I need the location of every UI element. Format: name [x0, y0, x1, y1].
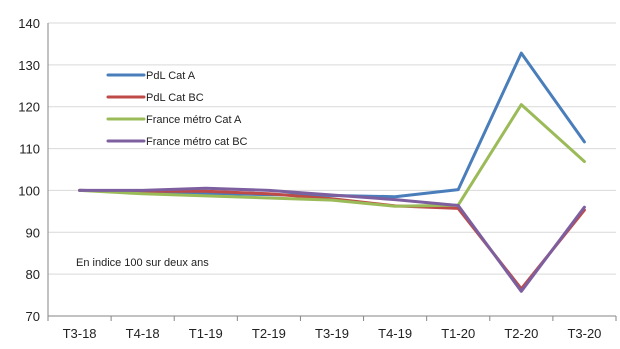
series-line-4: [78, 186, 586, 293]
series-layer: [78, 51, 586, 293]
x-tick-label: T3-20: [567, 326, 601, 341]
axis-layer: [47, 23, 616, 317]
legend-label: PdL Cat A: [146, 70, 196, 82]
legend-label: France métro Cat A: [146, 114, 242, 126]
legend: PdL Cat A PdL Cat BC France métro Cat A Fra…: [106, 70, 248, 148]
legend-label: France métro cat BC: [146, 136, 248, 148]
x-tick-label: T4-18: [126, 326, 160, 341]
x-tick-label: T2-19: [252, 326, 286, 341]
y-tick-label: 130: [18, 58, 40, 73]
x-tick-labels: T3-18 T4-18 T1-19 T2-19 T3-19 T4-19 T1-20 T2-20…: [47, 316, 617, 341]
x-tick-label: T2-20: [504, 326, 538, 341]
series-line-3: [78, 103, 586, 208]
y-tick-label: 90: [26, 225, 40, 240]
y-tick-label: 70: [26, 309, 40, 324]
y-tick-labels: 70 80 90 100 110 120 130 140: [18, 16, 40, 324]
y-tick-label: 120: [18, 100, 40, 115]
x-tick-label: T3-18: [63, 326, 97, 341]
y-tick-label: 110: [19, 142, 40, 157]
x-tick-label: T1-19: [189, 326, 223, 341]
grid-layer: [48, 22, 616, 275]
x-tick-label: T3-19: [315, 326, 349, 341]
y-tick-label: 80: [26, 267, 40, 282]
chart-annotation: En indice 100 sur deux ans: [76, 257, 209, 269]
legend-label: PdL Cat BC: [146, 92, 204, 104]
y-tick-label: 140: [18, 16, 40, 31]
y-tick-label: 100: [18, 183, 40, 198]
x-tick-label: T4-19: [378, 326, 412, 341]
x-tick-label: T1-20: [441, 326, 475, 341]
